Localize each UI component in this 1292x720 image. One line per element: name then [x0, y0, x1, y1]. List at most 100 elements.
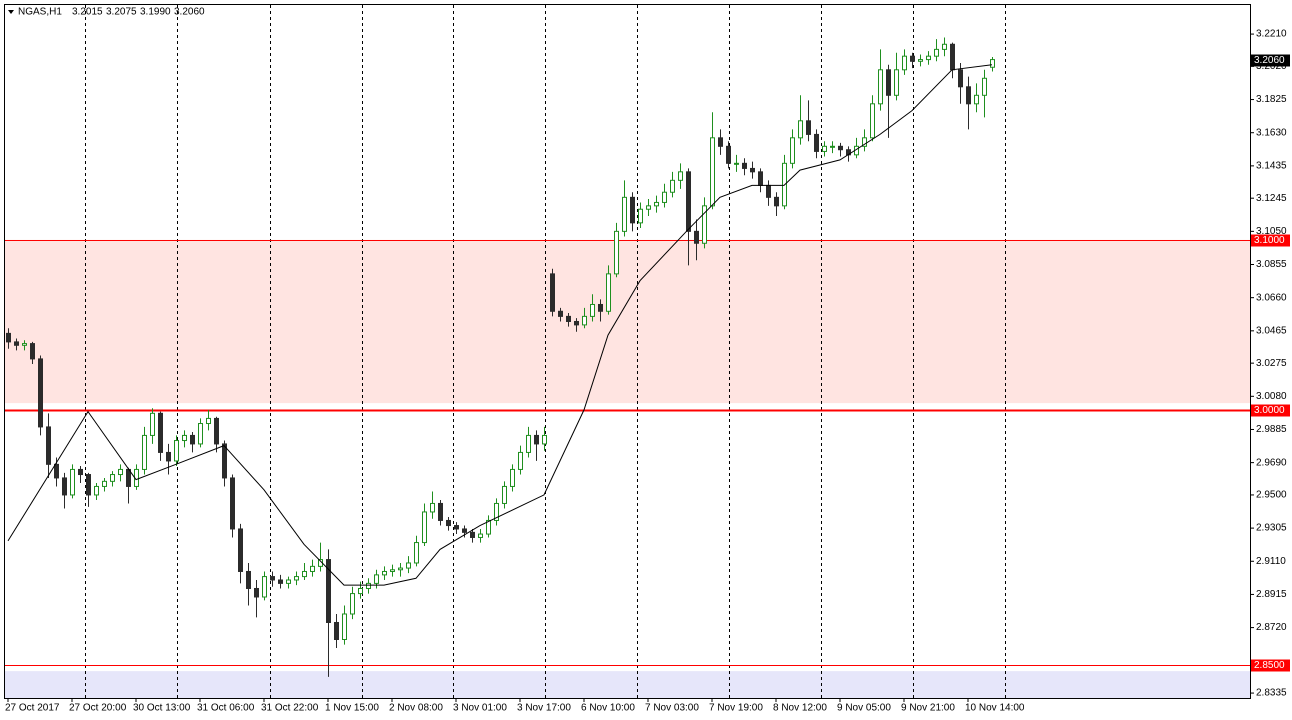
candle-body [310, 565, 315, 572]
y-tick-label: 2.8335 [1256, 688, 1287, 699]
candle-body [510, 468, 515, 487]
candle-body [62, 477, 67, 496]
candle-body [886, 69, 891, 96]
candle-body [398, 567, 403, 571]
candle-body [502, 485, 507, 504]
level-label: 3.0000 [1254, 405, 1285, 416]
candle-body [534, 434, 539, 445]
candle-body [958, 69, 963, 88]
candle-body [878, 69, 883, 105]
candle-body [230, 477, 235, 530]
candle-body [206, 417, 211, 425]
candle-body [182, 434, 187, 442]
candle-body [750, 167, 755, 173]
candle-body [974, 94, 979, 105]
candle-body [422, 511, 427, 544]
level-box [1251, 659, 1290, 672]
level-label: 3.1000 [1254, 235, 1285, 246]
candle-body [302, 570, 307, 578]
candle-body [118, 468, 123, 476]
candle-body [598, 303, 603, 312]
candle-body [166, 451, 171, 462]
x-tick-label: 7 Nov 19:00 [709, 703, 763, 714]
y-tick-label: 3.2210 [1256, 29, 1287, 40]
y-tick-label: 3.0855 [1256, 259, 1287, 270]
candle-body [798, 120, 803, 139]
candle-body [838, 145, 843, 151]
candle-body [894, 69, 899, 96]
candle-body [550, 273, 555, 312]
candle-body [742, 162, 747, 169]
candle-body [454, 525, 459, 530]
candle-body [406, 562, 411, 569]
candle-body [694, 230, 699, 244]
candle-body [814, 133, 819, 152]
y-tick-label: 2.9305 [1256, 523, 1287, 534]
candle-body [366, 582, 371, 589]
y-tick-label: 2.8720 [1256, 622, 1287, 633]
candle-body [382, 570, 387, 576]
y-tick-label: 2.9885 [1256, 424, 1287, 435]
candle-body [110, 474, 115, 482]
x-tick-label: 9 Nov 21:00 [901, 703, 955, 714]
y-tick-label: 3.0080 [1256, 391, 1287, 402]
y-tick-label: 3.0275 [1256, 358, 1287, 369]
candle-body [686, 171, 691, 232]
header-value: 3.2075 [106, 7, 137, 18]
candle-body [470, 531, 475, 538]
candle-body [926, 55, 931, 61]
candle-body [246, 570, 251, 589]
candle-body [918, 59, 923, 62]
candle-body [214, 417, 219, 445]
candle-body [334, 621, 339, 640]
candle-body [702, 205, 707, 244]
level-label: 2.8500 [1254, 660, 1285, 671]
x-tick-label: 7 Nov 03:00 [645, 703, 699, 714]
y-tick-label: 2.9500 [1256, 490, 1287, 501]
y-tick-label: 3.1435 [1256, 161, 1287, 172]
x-tick-label: 31 Oct 06:00 [197, 703, 255, 714]
symbol: NGAS,H1 [18, 7, 62, 18]
candle-body [286, 579, 291, 584]
candle-body [238, 528, 243, 572]
candle-body [830, 145, 835, 148]
level-box [1251, 234, 1290, 247]
candle-body [190, 434, 195, 445]
candle-body [86, 474, 91, 496]
candle-body [558, 310, 563, 317]
y-tick-label: 3.1245 [1256, 193, 1287, 204]
y-tick-label: 2.9110 [1256, 556, 1286, 567]
candle-body [790, 137, 795, 164]
candle-body [662, 191, 667, 203]
zone [5, 671, 1250, 698]
candle-body [38, 358, 43, 428]
candle-body [614, 230, 619, 275]
candle-body [574, 320, 579, 326]
candle-body [982, 77, 987, 96]
candle-body [758, 171, 763, 186]
x-tick-label: 3 Nov 17:00 [517, 703, 571, 714]
candle-body [526, 434, 531, 453]
candle-body [270, 576, 275, 581]
candle-body [462, 528, 467, 533]
candle-body [438, 502, 443, 521]
candle-body [30, 343, 35, 360]
menu-arrow[interactable] [8, 10, 14, 14]
candle-body [6, 332, 11, 343]
candle-body [390, 569, 395, 572]
y-tick-label: 3.1050 [1256, 226, 1287, 237]
header-value: 3.2060 [174, 7, 205, 18]
candle-body [254, 587, 259, 598]
candle-body [22, 343, 27, 346]
candle-body [966, 86, 971, 105]
x-tick-label: 1 Nov 15:00 [325, 703, 379, 714]
candle-body [342, 613, 347, 640]
current-price-label: 3.2060 [1254, 55, 1285, 66]
y-tick-label: 3.0465 [1256, 325, 1287, 336]
candle-body [726, 145, 731, 164]
x-tick-label: 30 Oct 13:00 [133, 703, 191, 714]
x-tick-label: 8 Nov 12:00 [773, 703, 827, 714]
candle-body [518, 451, 523, 470]
y-tick-label: 2.9690 [1256, 457, 1287, 468]
